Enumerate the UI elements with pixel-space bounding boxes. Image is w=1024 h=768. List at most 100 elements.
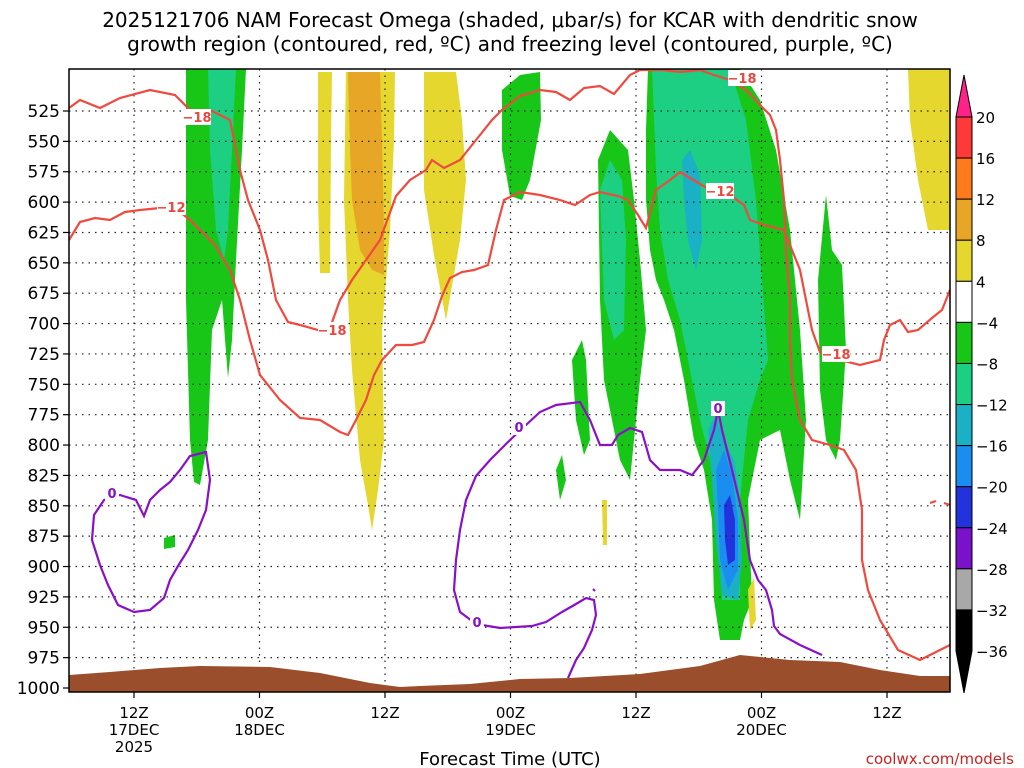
omega-shading-positive xyxy=(318,69,950,630)
red-contour-line xyxy=(68,170,952,437)
label-bg xyxy=(470,615,484,630)
y-tick-label: 875 xyxy=(28,527,60,547)
colorbar-label: −4 xyxy=(976,314,998,332)
plot-frame xyxy=(68,68,951,693)
red-contour-line xyxy=(929,499,937,505)
red-contour-label: −18 xyxy=(318,324,347,339)
red-contour-label: −18 xyxy=(728,72,757,87)
plot-area: −18 −12 −18 −12 −18 −18 0 0 0 0 xyxy=(68,68,952,693)
omega-shade-green xyxy=(186,69,246,485)
omega-shade-teal xyxy=(600,160,626,340)
colorbar-label: −20 xyxy=(976,479,1008,497)
y-tick-label: 525 xyxy=(28,102,60,122)
omega-shading-blue xyxy=(682,150,742,600)
red-contour-label: −18 xyxy=(822,348,851,363)
label-bg xyxy=(711,401,725,416)
x-tick-label: 00Z xyxy=(496,704,525,722)
x-axis-label: Forecast Time (UTC) xyxy=(419,749,600,768)
y-tick-label: 750 xyxy=(28,375,60,395)
x-tick-label: 00Z xyxy=(245,704,274,722)
y-tick-label: 1000 xyxy=(17,679,60,699)
colorbar-label: −28 xyxy=(976,561,1008,579)
x-tick-label: 20DEC xyxy=(736,721,787,739)
omega-shade-green xyxy=(818,195,846,460)
x-tick-label: 2025 xyxy=(115,738,153,756)
y-tick-label: 950 xyxy=(28,618,60,638)
label-bg xyxy=(728,70,756,86)
red-contour-label: −18 xyxy=(183,111,212,126)
chart-title-line1: 2025121706 NAM Forecast Omega (shaded, μ… xyxy=(102,8,918,32)
x-tick-label: 12Z xyxy=(872,704,901,722)
colorbar-swatch xyxy=(955,157,973,200)
label-bg xyxy=(706,183,734,199)
colorbar-label: −8 xyxy=(976,355,998,373)
y-tick-label: 900 xyxy=(28,558,60,578)
y-tick-label: 675 xyxy=(28,284,60,304)
x-tick-label: 18DEC xyxy=(234,721,285,739)
label-bg xyxy=(512,420,526,435)
x-tick-label: 12Z xyxy=(621,704,650,722)
red-contour-label: −12 xyxy=(706,185,735,200)
colorbar-label: −32 xyxy=(976,602,1008,620)
colorbar-swatch xyxy=(955,198,973,241)
y-tick-label: 725 xyxy=(28,345,60,365)
y-tick-label: 975 xyxy=(28,649,60,669)
y-tick-label: 550 xyxy=(28,132,60,152)
omega-shade-cyan xyxy=(682,150,702,270)
colorbar-swatch xyxy=(955,609,973,652)
colorbar-swatch xyxy=(955,404,973,447)
credit-text: coolwx.com/models xyxy=(866,750,1014,768)
red-contour-line xyxy=(68,88,331,332)
omega-shade-orange xyxy=(348,72,384,275)
y-axis-ticks: 525 550 575 600 625 650 675 700 725 750 775 800 825 8… xyxy=(17,102,69,699)
colorbar-swatch xyxy=(955,527,973,570)
omega-shade-green xyxy=(164,535,175,549)
y-tick-label: 625 xyxy=(28,223,60,243)
colorbar-label: 20 xyxy=(976,109,995,127)
x-tick-label: 12Z xyxy=(119,704,148,722)
x-tick-label: 17DEC xyxy=(109,721,160,739)
terrain xyxy=(69,655,950,692)
label-bg xyxy=(822,346,850,362)
y-tick-label: 575 xyxy=(28,163,60,183)
y-tick-label: 700 xyxy=(28,315,60,335)
purple-freezing-contours xyxy=(90,400,823,679)
colorbar-swatch xyxy=(955,116,973,159)
colorbar-label: 12 xyxy=(976,191,995,209)
omega-shade-yellow xyxy=(602,500,607,545)
purple-contour-label: 0 xyxy=(107,487,116,502)
y-tick-label: 850 xyxy=(28,497,60,517)
purple-contour-label: 0 xyxy=(472,616,481,631)
purple-contour-line xyxy=(452,400,823,679)
y-tick-label: 925 xyxy=(28,588,60,608)
colorbar-top-triangle xyxy=(955,74,973,118)
colorbar-bottom-triangle xyxy=(955,650,973,694)
purple-contour-label: 0 xyxy=(713,402,722,417)
x-tick-label: 00Z xyxy=(747,704,776,722)
omega-shade-green xyxy=(572,340,590,455)
label-bg xyxy=(105,486,119,501)
purple-contour-label: 0 xyxy=(514,421,523,436)
y-tick-label: 600 xyxy=(28,193,60,213)
colorbar-label: −36 xyxy=(976,643,1008,661)
colorbar-swatch xyxy=(955,239,973,282)
omega-shade-yellow xyxy=(424,72,466,320)
omega-shade-yellow xyxy=(318,72,332,273)
y-tick-label: 800 xyxy=(28,436,60,456)
colorbar-label: 8 xyxy=(976,232,986,250)
colorbar-swatch xyxy=(955,362,973,406)
colorbar-label: 4 xyxy=(976,273,986,291)
contour-labels: −18 −12 −18 −12 −18 −18 0 0 0 0 xyxy=(105,70,850,631)
red-temperature-contours xyxy=(68,68,952,662)
label-bg xyxy=(157,199,185,215)
colorbar-label: −12 xyxy=(976,397,1008,415)
colorbar-swatch xyxy=(955,568,973,611)
colorbar-label: −16 xyxy=(976,438,1008,456)
x-tick-label: 19DEC xyxy=(485,721,536,739)
omega-shade-teal xyxy=(208,69,236,260)
y-tick-label: 775 xyxy=(28,406,60,426)
red-contour-line xyxy=(943,501,951,507)
colorbar-swatch xyxy=(955,321,973,364)
colorbar-swatch xyxy=(955,486,973,529)
